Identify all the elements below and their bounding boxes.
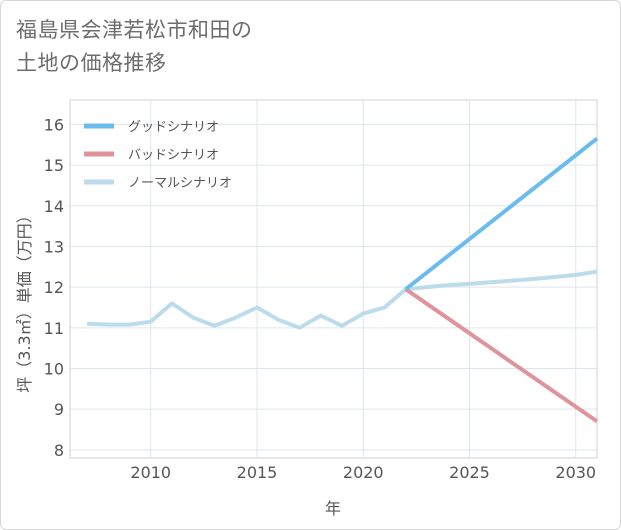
series-lines (86, 137, 599, 424)
x-tick-label: 2015 (237, 463, 278, 482)
series-line-2 (86, 269, 598, 330)
x-tick-label: 2020 (343, 463, 384, 482)
chart-title-line-2: 土地の価格推移 (16, 51, 167, 75)
y-tick-label: 15 (44, 156, 64, 175)
y-tick-label: 11 (44, 319, 64, 338)
legend-label-2: ノーマルシナリオ (128, 176, 232, 191)
legend-label-1: バッドシナリオ (128, 148, 219, 163)
y-tick-label: 13 (44, 237, 64, 256)
chart-title: 福島県会津若松市和田の 土地の価格推移 (16, 14, 253, 80)
chart-title-line-1: 福島県会津若松市和田の (16, 18, 253, 42)
y-axis-label: 坪（3.3㎡）単価（万円） (15, 207, 34, 392)
y-tick-label: 14 (44, 197, 64, 216)
series-line-1 (404, 287, 599, 424)
y-tick-label: 16 (44, 115, 64, 134)
x-axis-label: 年 (325, 499, 341, 518)
series-line-0 (404, 137, 599, 291)
x-tick-label: 2030 (555, 463, 596, 482)
x-axis-ticks: 2010 2015 2020 2025 2030 (130, 463, 596, 482)
y-tick-label: 9 (54, 400, 64, 419)
grid-lines (70, 100, 597, 458)
y-tick-label: 10 (44, 360, 64, 379)
y-tick-label: 12 (44, 278, 64, 297)
y-tick-label: 8 (54, 441, 64, 460)
x-tick-label: 2010 (130, 463, 171, 482)
legend-label-0: グッドシナリオ (128, 120, 219, 135)
x-tick-label: 2025 (449, 463, 490, 482)
y-axis-ticks: 8 9 10 11 12 13 14 15 16 (44, 115, 64, 459)
